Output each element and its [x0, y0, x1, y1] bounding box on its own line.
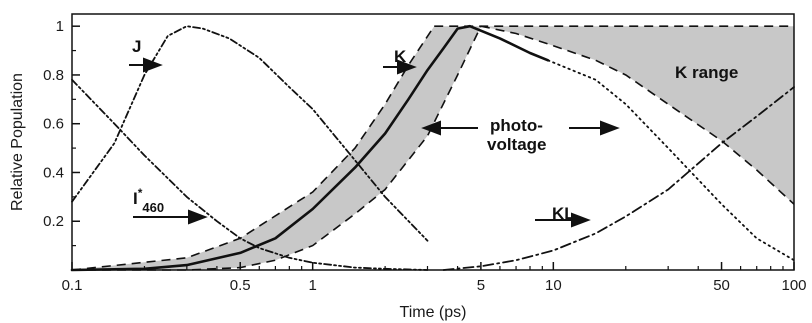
series-kl: [442, 86, 795, 271]
band-lower-k-range: [480, 25, 795, 205]
y-tick-label: 0.4: [43, 164, 64, 181]
band-k-rise-range: [72, 26, 481, 271]
label-photo: photo-: [490, 116, 543, 135]
y-axis-title: Relative Population: [9, 73, 26, 211]
x-tick-label: 0.5: [230, 277, 251, 294]
series-k: [70, 24, 550, 272]
x-tick-label: 10: [545, 277, 562, 294]
plot-frame: [71, 13, 795, 271]
series-i-460: [71, 78, 429, 271]
axis-ticks: 0.1 0.5 1 5 10 50 100 0.2 0.4 0.6 0.8 1: [43, 18, 806, 294]
band-upper-k-rise-range: [71, 25, 435, 271]
y-tick-label: 0.2: [43, 213, 64, 230]
arrow-k-head: [397, 59, 417, 75]
x-tick-label: 5: [477, 277, 485, 294]
arrow-photo-left-head: [421, 120, 441, 136]
label-j: J: [132, 37, 141, 56]
annotation-arrows: [129, 57, 620, 228]
y-tick-label: 0.6: [43, 116, 64, 133]
series-k-dotted-continuation: [547, 59, 795, 262]
arrow-j-head: [143, 57, 163, 73]
label-voltage: voltage: [487, 135, 547, 154]
label-i460: I*460: [133, 186, 164, 215]
x-tick-label: 1: [308, 277, 316, 294]
y-tick-label: 0.8: [43, 67, 64, 84]
label-kl: KL: [552, 204, 575, 223]
series-lines: [70, 24, 795, 272]
label-k-range: K range: [675, 63, 738, 82]
x-axis-title: Time (ps): [400, 304, 467, 321]
arrow-photo-right-head: [600, 120, 620, 136]
band-lower-k-rise-range: [72, 25, 482, 271]
arrow-kl-head: [571, 212, 591, 228]
x-tick-label: 0.1: [62, 277, 83, 294]
y-tick-label: 1: [56, 18, 64, 35]
arrow-i460-head: [188, 209, 208, 225]
x-tick-label: 100: [781, 277, 806, 294]
band-k-range: [434, 26, 794, 205]
series-j: [71, 25, 429, 242]
shaded-bands: [71, 25, 795, 271]
x-tick-label: 50: [713, 277, 730, 294]
